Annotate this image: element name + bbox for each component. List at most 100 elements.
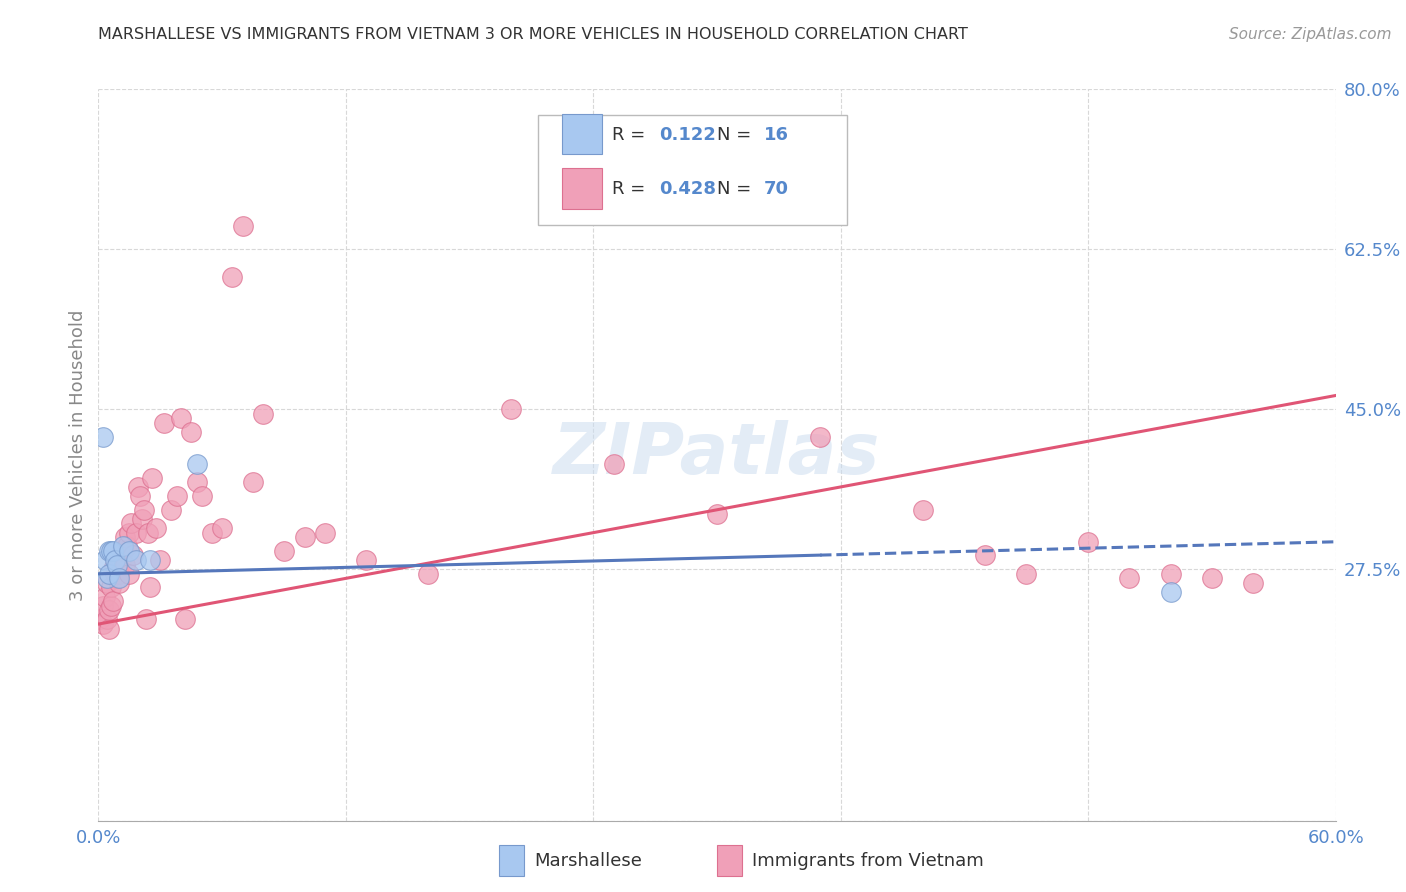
Text: Source: ZipAtlas.com: Source: ZipAtlas.com — [1229, 27, 1392, 42]
Point — [105, 558, 128, 572]
Point — [100, 581, 122, 595]
Point — [190, 489, 212, 503]
Point — [127, 480, 149, 494]
Point — [105, 571, 128, 585]
Point — [101, 594, 124, 608]
Point — [112, 539, 135, 553]
Point — [93, 590, 115, 604]
Point — [180, 425, 202, 439]
Point — [100, 599, 122, 613]
Point — [101, 544, 124, 558]
Point — [118, 566, 141, 581]
Point — [112, 544, 135, 558]
Point — [201, 525, 224, 540]
Point — [131, 512, 153, 526]
Point — [96, 571, 118, 585]
Point — [104, 558, 127, 572]
Point — [97, 603, 120, 617]
Text: N =: N = — [717, 180, 756, 198]
Point — [110, 553, 132, 567]
Point — [108, 576, 131, 591]
Point — [120, 516, 142, 531]
Point — [1160, 585, 1182, 599]
Point — [93, 553, 115, 567]
Point — [242, 475, 264, 490]
Point — [101, 562, 124, 576]
Point — [118, 544, 141, 558]
Point — [96, 613, 118, 627]
Point — [221, 269, 243, 284]
Point — [91, 599, 114, 613]
Point — [1241, 576, 1264, 591]
Point — [232, 219, 254, 234]
Text: Immigrants from Vietnam: Immigrants from Vietnam — [752, 852, 984, 870]
Point — [110, 544, 132, 558]
Point — [97, 566, 120, 581]
Point — [603, 457, 626, 471]
Text: ZIPatlas: ZIPatlas — [554, 420, 880, 490]
Point — [252, 407, 274, 421]
Point — [294, 530, 316, 544]
Text: 70: 70 — [763, 180, 789, 198]
Point — [273, 544, 295, 558]
Text: 0.428: 0.428 — [659, 180, 716, 198]
Point — [141, 471, 163, 485]
Point — [100, 544, 122, 558]
Point — [132, 502, 155, 516]
Point — [356, 553, 378, 567]
Point — [1160, 566, 1182, 581]
Point — [149, 553, 172, 567]
Bar — [499, 846, 524, 876]
Point — [1201, 571, 1223, 585]
Point — [114, 530, 136, 544]
Point — [124, 525, 146, 540]
Point — [118, 525, 141, 540]
Point — [104, 553, 127, 567]
Point — [139, 553, 162, 567]
Bar — [562, 169, 602, 209]
Point — [808, 430, 831, 444]
Point — [1118, 571, 1140, 585]
Point — [186, 475, 208, 490]
FancyBboxPatch shape — [537, 115, 846, 225]
Point — [170, 411, 193, 425]
Point — [174, 613, 197, 627]
Text: MARSHALLESE VS IMMIGRANTS FROM VIETNAM 3 OR MORE VEHICLES IN HOUSEHOLD CORRELATI: MARSHALLESE VS IMMIGRANTS FROM VIETNAM 3… — [98, 27, 969, 42]
Text: R =: R = — [612, 180, 651, 198]
Point — [159, 502, 181, 516]
Y-axis label: 3 or more Vehicles in Household: 3 or more Vehicles in Household — [69, 310, 87, 600]
Point — [974, 549, 997, 563]
Point — [211, 521, 233, 535]
Point — [153, 416, 176, 430]
Point — [139, 581, 162, 595]
Point — [166, 489, 188, 503]
Point — [136, 525, 159, 540]
Bar — [717, 846, 742, 876]
Point — [108, 566, 131, 581]
Point — [117, 539, 139, 553]
Point — [145, 521, 167, 535]
Point — [122, 549, 145, 563]
Point — [91, 617, 114, 632]
Point — [108, 571, 131, 585]
Point — [96, 576, 118, 591]
Point — [186, 457, 208, 471]
Point — [97, 622, 120, 636]
Point — [1015, 566, 1038, 581]
Point — [314, 525, 336, 540]
Point — [114, 558, 136, 572]
Point — [499, 402, 522, 417]
Point — [135, 613, 157, 627]
Point — [128, 489, 150, 503]
Point — [105, 562, 128, 576]
Point — [89, 613, 111, 627]
Text: 16: 16 — [763, 126, 789, 144]
Point — [706, 508, 728, 522]
Text: R =: R = — [612, 126, 651, 144]
Point — [104, 566, 127, 581]
Point — [97, 544, 120, 558]
Point — [912, 502, 935, 516]
Point — [418, 566, 440, 581]
Text: 0.122: 0.122 — [659, 126, 716, 144]
Point — [124, 553, 146, 567]
